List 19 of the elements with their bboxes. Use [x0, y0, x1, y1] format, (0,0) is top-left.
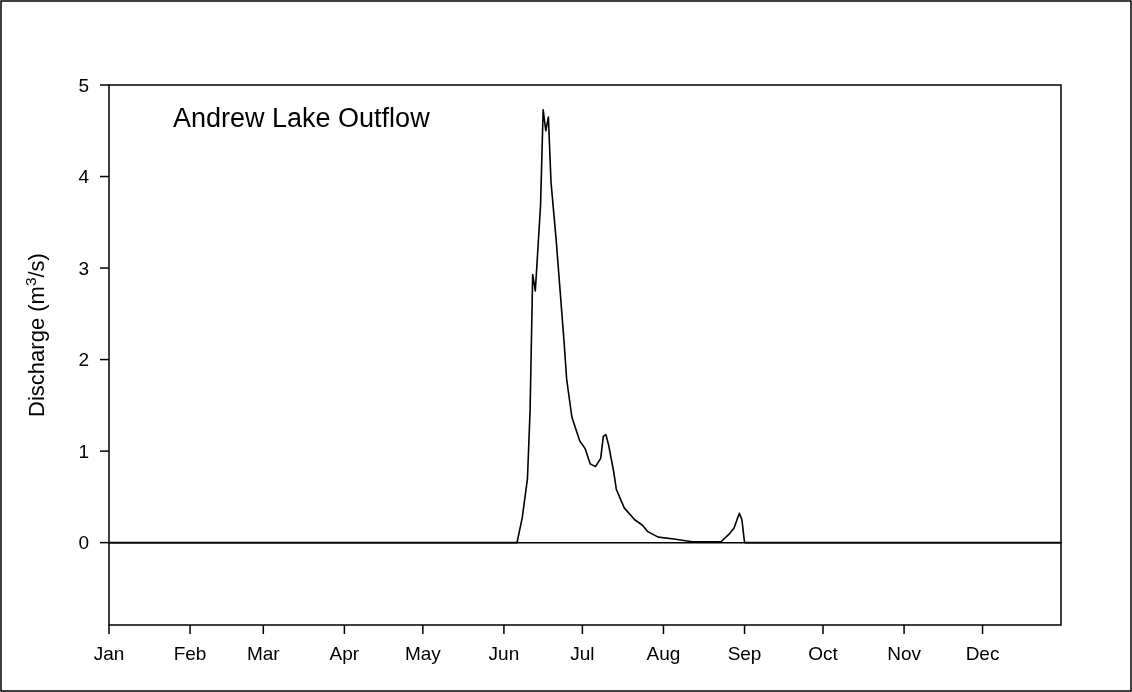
x-tick-label: Feb — [173, 643, 207, 664]
text: Andrew Lake Outflow — [173, 103, 431, 133]
y-tick-label: 4 — [78, 166, 90, 188]
x-tick-label: Dec — [965, 643, 1000, 664]
x-tick-label: Jun — [488, 643, 520, 664]
x-tick-label: Mar — [246, 643, 281, 664]
x-tick-label: Aug — [646, 643, 681, 664]
x-tick-label: Jan — [93, 643, 125, 664]
x-tick-label: Nov — [887, 643, 922, 664]
x-tick-label: Oct — [808, 643, 839, 664]
x-tick-label: Sep — [727, 643, 762, 664]
y-tick-label: 3 — [78, 257, 89, 279]
x-tick-label: May — [404, 643, 442, 664]
y-tick-label: 5 — [78, 74, 89, 96]
y-tick-label: 1 — [78, 440, 89, 462]
y-tick-label: 0 — [78, 532, 89, 554]
x-tick-label: Jul — [570, 643, 595, 664]
x-tick-label: Apr — [329, 643, 360, 664]
y-tick-label: 2 — [78, 349, 89, 371]
